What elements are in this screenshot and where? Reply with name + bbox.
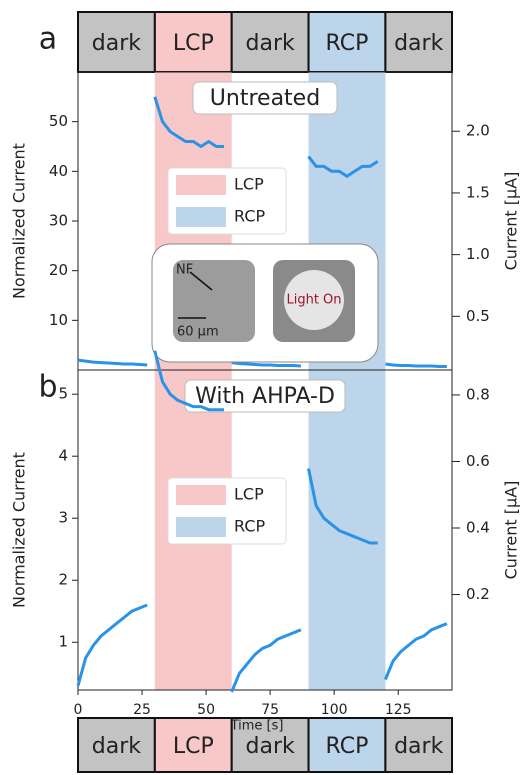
y2-tick-label: 1.0: [466, 245, 490, 263]
y-tick-label: 10: [49, 311, 68, 329]
y-axis-label: Normalized Current: [10, 143, 29, 299]
y2-tick-label: 0.2: [466, 585, 490, 603]
panel-label: a: [39, 22, 57, 57]
phase-label: dark: [246, 31, 295, 56]
legend-swatch: [176, 517, 226, 537]
shaded-region: [308, 370, 386, 690]
y2-tick-label: 0.8: [466, 385, 490, 403]
y-axis-label: Normalized Current: [10, 452, 29, 608]
legend-label: LCP: [234, 485, 264, 504]
panel-label: b: [38, 370, 57, 405]
y2-axis-label: Current [µA]: [502, 481, 521, 580]
phase-label: LCP: [173, 31, 214, 56]
y2-tick-label: 0.4: [466, 519, 490, 537]
phase-label: dark: [246, 734, 295, 759]
inset-label: NF: [176, 263, 193, 278]
phase-label: RCP: [326, 31, 369, 56]
phase-box: [77, 717, 156, 773]
phase-box: [230, 717, 310, 773]
y-tick-label: 20: [49, 261, 68, 279]
y-tick-label: 50: [49, 112, 68, 130]
phase-box: [307, 717, 387, 773]
y2-axis-label: Current [µA]: [502, 172, 521, 271]
phase-label: RCP: [326, 734, 369, 759]
y-tick-label: 4: [58, 447, 68, 465]
legend-swatch: [176, 207, 226, 227]
phase-box: [153, 717, 233, 773]
y-tick-label: 30: [49, 212, 68, 230]
data-line: [76, 350, 448, 693]
phase-label: dark: [394, 31, 443, 56]
x-tick-label: 25: [133, 702, 151, 718]
y2-tick-label: 0.6: [466, 452, 490, 470]
chart-title: Untreated: [210, 86, 320, 111]
legend-swatch: [176, 175, 226, 195]
title-box: [192, 81, 338, 115]
phase-box: [153, 11, 233, 73]
chart-title: With AHPA-D: [195, 384, 335, 409]
x-tick-label: 75: [261, 702, 279, 718]
inset-label: 60 µm: [177, 325, 219, 340]
x-tick-label: 50: [197, 702, 215, 718]
phase-label: dark: [92, 31, 141, 56]
x-tick-label: 0: [74, 702, 83, 718]
y-tick-label: 40: [49, 162, 68, 180]
data-line: [77, 96, 447, 368]
inset-image: [173, 260, 255, 342]
light-glow: [284, 270, 344, 330]
y-tick-label: 2: [58, 571, 68, 589]
x-tick-label: 125: [385, 702, 412, 718]
phase-box: [384, 717, 453, 773]
phase-label: LCP: [173, 734, 214, 759]
legend-swatch: [176, 485, 226, 505]
legend-label: RCP: [234, 517, 265, 536]
x-axis-label: Time [s]: [230, 719, 284, 734]
y2-tick-label: 1.5: [466, 183, 490, 201]
y-tick-label: 3: [58, 509, 68, 527]
x-tick-label: 100: [321, 702, 348, 718]
phase-label: dark: [394, 734, 443, 759]
inset-arrow: [189, 271, 213, 291]
y-tick-label: 5: [58, 385, 68, 403]
legend-label: LCP: [234, 175, 264, 194]
legend-label: RCP: [234, 207, 265, 226]
y2-tick-label: 0.5: [466, 307, 490, 325]
inset-label: Light On: [286, 293, 341, 308]
title-box: [184, 379, 346, 413]
phase-label: dark: [92, 734, 141, 759]
y-tick-label: 1: [58, 633, 68, 651]
plot-frame: [77, 369, 453, 691]
y2-tick-label: 2.0: [466, 122, 490, 140]
phase-box: [77, 11, 156, 73]
